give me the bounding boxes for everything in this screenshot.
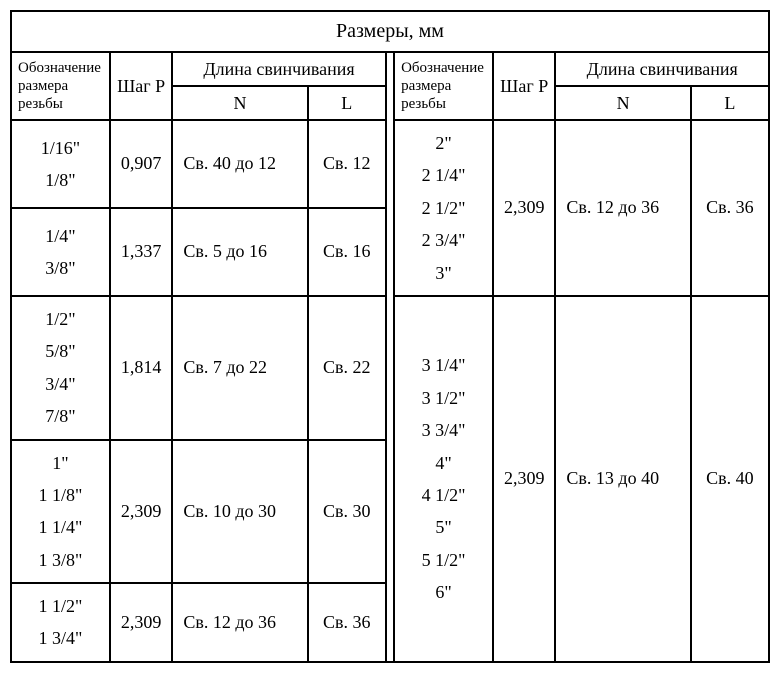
right-N-0: Св. 12 до 36 bbox=[555, 120, 690, 296]
hdr-designation-left: Обозначение размера резьбы bbox=[11, 52, 110, 120]
left-L-3: Св. 30 bbox=[308, 440, 386, 584]
left-sizes-4: 1 1/2"1 3/4" bbox=[11, 583, 110, 662]
right-L-1: Св. 40 bbox=[691, 296, 769, 662]
right-N-1: Св. 13 до 40 bbox=[555, 296, 690, 662]
hdr-pitch-left: Шаг P bbox=[110, 52, 172, 120]
right-pitch-1: 2,309 bbox=[493, 296, 555, 662]
hdr-N-left: N bbox=[172, 86, 307, 120]
hdr-length-left: Длина свинчивания bbox=[172, 52, 385, 86]
left-sizes-1: 1/4"3/8" bbox=[11, 208, 110, 296]
left-pitch-3: 2,309 bbox=[110, 440, 172, 584]
left-N-3: Св. 10 до 30 bbox=[172, 440, 307, 584]
right-pitch-0: 2,309 bbox=[493, 120, 555, 296]
left-sizes-3: 1"1 1/8"1 1/4"1 3/8" bbox=[11, 440, 110, 584]
right-L-0: Св. 36 bbox=[691, 120, 769, 296]
left-L-2: Св. 22 bbox=[308, 296, 386, 440]
left-N-1: Св. 5 до 16 bbox=[172, 208, 307, 296]
left-sizes-0: 1/16"1/8" bbox=[11, 120, 110, 208]
right-sizes-1: 3 1/4"3 1/2"3 3/4"4"4 1/2"5"5 1/2"6" bbox=[394, 296, 493, 662]
hdr-L-left: L bbox=[308, 86, 386, 120]
hdr-length-right: Длина свинчивания bbox=[555, 52, 769, 86]
left-sizes-2: 1/2"5/8"3/4"7/8" bbox=[11, 296, 110, 440]
left-pitch-1: 1,337 bbox=[110, 208, 172, 296]
left-pitch-2: 1,814 bbox=[110, 296, 172, 440]
dimensions-table: Размеры, мм Обозначение размера резьбы Ш… bbox=[10, 10, 770, 663]
separator bbox=[386, 52, 394, 662]
left-N-0: Св. 40 до 12 bbox=[172, 120, 307, 208]
left-N-4: Св. 12 до 36 bbox=[172, 583, 307, 662]
hdr-L-right: L bbox=[691, 86, 769, 120]
left-L-0: Св. 12 bbox=[308, 120, 386, 208]
table-title: Размеры, мм bbox=[11, 11, 769, 52]
hdr-N-right: N bbox=[555, 86, 690, 120]
left-L-4: Св. 36 bbox=[308, 583, 386, 662]
left-pitch-0: 0,907 bbox=[110, 120, 172, 208]
left-N-2: Св. 7 до 22 bbox=[172, 296, 307, 440]
hdr-pitch-right: Шаг P bbox=[493, 52, 555, 120]
left-L-1: Св. 16 bbox=[308, 208, 386, 296]
right-sizes-0: 2"2 1/4"2 1/2"2 3/4"3" bbox=[394, 120, 493, 296]
hdr-designation-right: Обозначение размера резьбы bbox=[394, 52, 493, 120]
left-pitch-4: 2,309 bbox=[110, 583, 172, 662]
